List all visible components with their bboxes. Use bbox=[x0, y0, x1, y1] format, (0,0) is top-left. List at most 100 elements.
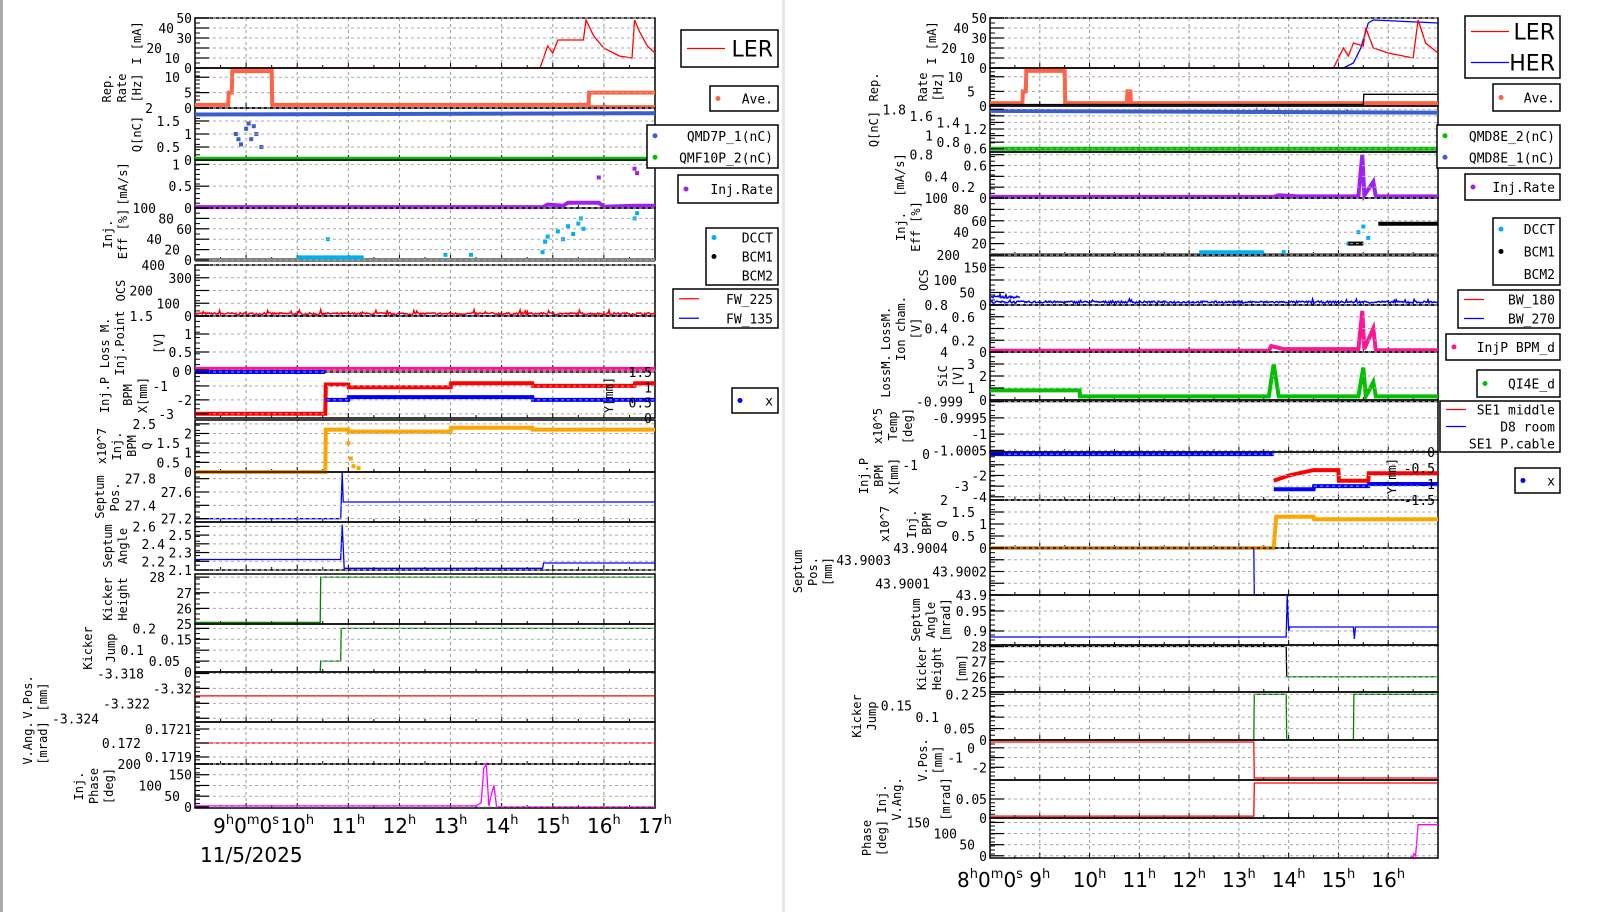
panel-5: 0 100 200 300 400 OCS bbox=[114, 259, 656, 325]
legend-box bbox=[1476, 369, 1561, 398]
legend-label: QI4E_d bbox=[1508, 378, 1555, 393]
y-tick-label: 0.4 bbox=[925, 323, 949, 338]
panel-14: 0.1721 0.172 0.1719 [mrad]V.Ang. bbox=[21, 721, 656, 766]
series-qmd7p-1-scatter-point bbox=[233, 132, 238, 136]
y-axis-label: [mA/s] bbox=[116, 162, 130, 205]
y-axis-label: Kicker bbox=[850, 694, 864, 737]
legend-dot-icon bbox=[1498, 249, 1504, 254]
panel-frame bbox=[194, 67, 656, 109]
series-her bbox=[990, 19, 1439, 69]
y-tick-label: 0.6 bbox=[964, 160, 987, 175]
y-tick-label: -3 bbox=[953, 480, 969, 495]
y-tick-label: 50 bbox=[959, 287, 975, 302]
legend-label: LER bbox=[732, 38, 773, 63]
y-axis-label: V.Pos. bbox=[21, 675, 35, 718]
y-tick-label: 0 bbox=[184, 801, 192, 816]
y-axis-label: [deg] bbox=[102, 768, 116, 804]
y-tick-label: 300 bbox=[169, 272, 192, 287]
legend-1: Ave. bbox=[1492, 83, 1561, 112]
y-tick-label: 40 bbox=[953, 22, 969, 37]
y-axis-label: [mA/s] bbox=[893, 153, 907, 196]
y-tick-label: 0.5 bbox=[952, 530, 975, 545]
y-tick-label: 0 bbox=[979, 346, 987, 361]
legend-label: x bbox=[1547, 475, 1555, 490]
y-axis-label: X[mm] bbox=[887, 458, 901, 494]
x-tick-label: 13h bbox=[434, 813, 468, 838]
y-tick-label: 2.5 bbox=[133, 418, 156, 433]
y-axis-label: BPM bbox=[121, 384, 135, 406]
y-axis-label: [mm] bbox=[955, 654, 969, 683]
series-dcct-scatter-point bbox=[545, 234, 550, 239]
legend-label: x bbox=[765, 395, 773, 410]
y-tick-label: 0.05 bbox=[956, 793, 987, 808]
y-tick-label: 30 bbox=[176, 32, 192, 47]
y-tick-label: 0 bbox=[979, 394, 987, 409]
y-tick-label: 0 bbox=[184, 202, 192, 217]
y-axis-label: Q[nC] bbox=[867, 111, 881, 147]
y-axis-label: Pos. bbox=[108, 483, 122, 512]
y-axis-label: Rep. bbox=[867, 73, 881, 102]
x-tick-label: 12h bbox=[1172, 867, 1206, 892]
legend-3: Inj.Rate bbox=[1464, 173, 1561, 201]
series-dcct-scatter-point bbox=[1361, 224, 1366, 229]
y2-tick-label: 0.5 bbox=[629, 397, 652, 412]
y-tick-label: 10 bbox=[164, 52, 180, 67]
y-tick-label: 100 bbox=[934, 274, 957, 289]
legend-label: QMD8E_1(nC) bbox=[1469, 151, 1555, 166]
panel-frame bbox=[194, 671, 656, 723]
y-tick-label: 1.8 bbox=[883, 103, 906, 118]
y-tick-label: -1.0005 bbox=[932, 444, 987, 459]
y-tick-label: -0.9995 bbox=[932, 412, 987, 427]
legend-dot-icon bbox=[1442, 133, 1448, 139]
series-dcct-scatter-point bbox=[1366, 235, 1371, 240]
y-tick-label: 1 bbox=[967, 382, 975, 397]
legend-label: SE1 P.cable bbox=[1469, 438, 1555, 453]
y-tick-label: 27.8 bbox=[125, 473, 156, 488]
series-dcct-scatter-point bbox=[581, 226, 586, 231]
panel-1: 05 10[Hz]Rate Rep. bbox=[867, 67, 1439, 115]
series-inj-rate bbox=[990, 154, 1438, 202]
y-tick-label: 1 bbox=[925, 130, 933, 145]
x-tick-label: 8h0m0s bbox=[957, 867, 1023, 892]
y-tick-label: 1 bbox=[979, 518, 987, 533]
y2-tick-label: 1 bbox=[644, 381, 652, 396]
y-axis-label: I [mA] bbox=[130, 21, 144, 64]
panel-2: 0 0.5 1 1.5 2Q[nC] bbox=[130, 102, 656, 169]
legend-label: DCCT bbox=[742, 232, 773, 247]
y-tick-label: -4 bbox=[971, 491, 987, 506]
series-qmd7p-1-scatter-point bbox=[239, 142, 243, 147]
y-tick-label: 0.8 bbox=[925, 299, 948, 314]
y-axis-label: x10^7 bbox=[878, 506, 892, 542]
panel-frame bbox=[194, 623, 656, 673]
panel-frame bbox=[989, 197, 1439, 256]
legend-box bbox=[677, 174, 779, 204]
y-axis-label: BPM bbox=[920, 513, 934, 535]
y2-tick-label: 1.5 bbox=[629, 366, 652, 381]
panel-frame bbox=[194, 315, 656, 371]
y-tick-label: -3 bbox=[158, 408, 174, 423]
legend-label: Inj.Rate bbox=[1492, 181, 1555, 196]
legend-label: BW_180 bbox=[1508, 294, 1555, 309]
y-tick-label: 50 bbox=[959, 839, 975, 854]
y-tick-label: 28 bbox=[971, 641, 987, 656]
series-injp-bpm-d bbox=[990, 310, 1438, 353]
y-axis-label: Q[nC] bbox=[130, 116, 144, 152]
y-tick-label: 27.4 bbox=[125, 499, 156, 514]
y-axis-label: [mrad] bbox=[939, 777, 953, 820]
legend-dot-icon bbox=[711, 254, 717, 259]
legend-dot-icon bbox=[737, 398, 743, 403]
panel-2: 0.6 0.8 1 1.21.4 1.6 1.8Q[nC] bbox=[867, 103, 1439, 158]
y-tick-label: 0.95 bbox=[956, 605, 987, 620]
y-axis-label: x10^5 bbox=[871, 408, 885, 444]
legend-8: SE1 middle D8 room SE1 P.cable bbox=[1439, 400, 1561, 453]
y-axis-label: Inj. bbox=[101, 220, 115, 249]
series-ave- bbox=[195, 69, 655, 107]
y-axis-label: [mm] bbox=[821, 557, 835, 586]
series-dcct-scatter-point bbox=[540, 250, 545, 255]
x-tick-label: 13h bbox=[1222, 867, 1256, 892]
y-axis-label: [mrad] bbox=[939, 598, 953, 641]
